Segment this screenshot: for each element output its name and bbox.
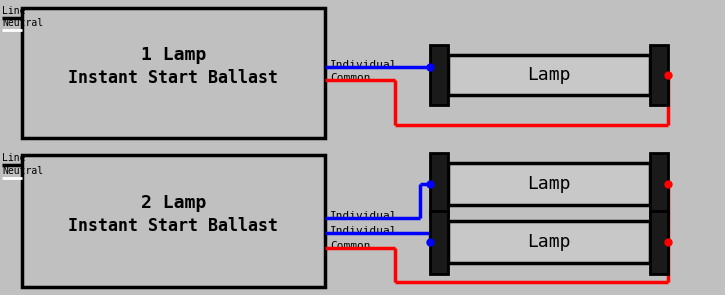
FancyBboxPatch shape — [430, 153, 448, 216]
FancyBboxPatch shape — [650, 211, 668, 273]
Text: Lamp: Lamp — [527, 66, 571, 84]
Text: 2 Lamp: 2 Lamp — [141, 194, 206, 212]
Text: Individual: Individual — [330, 226, 397, 236]
Text: Line: Line — [2, 153, 25, 163]
Text: Lamp: Lamp — [527, 233, 571, 251]
Text: Neutral: Neutral — [2, 166, 43, 176]
FancyBboxPatch shape — [22, 155, 325, 287]
Text: 1 Lamp: 1 Lamp — [141, 46, 206, 64]
FancyBboxPatch shape — [22, 8, 325, 138]
FancyBboxPatch shape — [448, 221, 650, 263]
FancyBboxPatch shape — [650, 45, 668, 105]
Text: Individual: Individual — [330, 211, 397, 221]
Text: Line: Line — [2, 6, 25, 16]
Text: Neutral: Neutral — [2, 18, 43, 28]
Text: Instant Start Ballast: Instant Start Ballast — [68, 217, 278, 235]
Text: Lamp: Lamp — [527, 175, 571, 193]
FancyBboxPatch shape — [448, 55, 650, 95]
Text: Individual: Individual — [330, 60, 397, 70]
FancyBboxPatch shape — [430, 211, 448, 273]
FancyBboxPatch shape — [430, 45, 448, 105]
FancyBboxPatch shape — [650, 153, 668, 216]
FancyBboxPatch shape — [448, 163, 650, 205]
Text: Common: Common — [330, 73, 370, 83]
Text: Common: Common — [330, 241, 370, 251]
Text: Instant Start Ballast: Instant Start Ballast — [68, 69, 278, 87]
